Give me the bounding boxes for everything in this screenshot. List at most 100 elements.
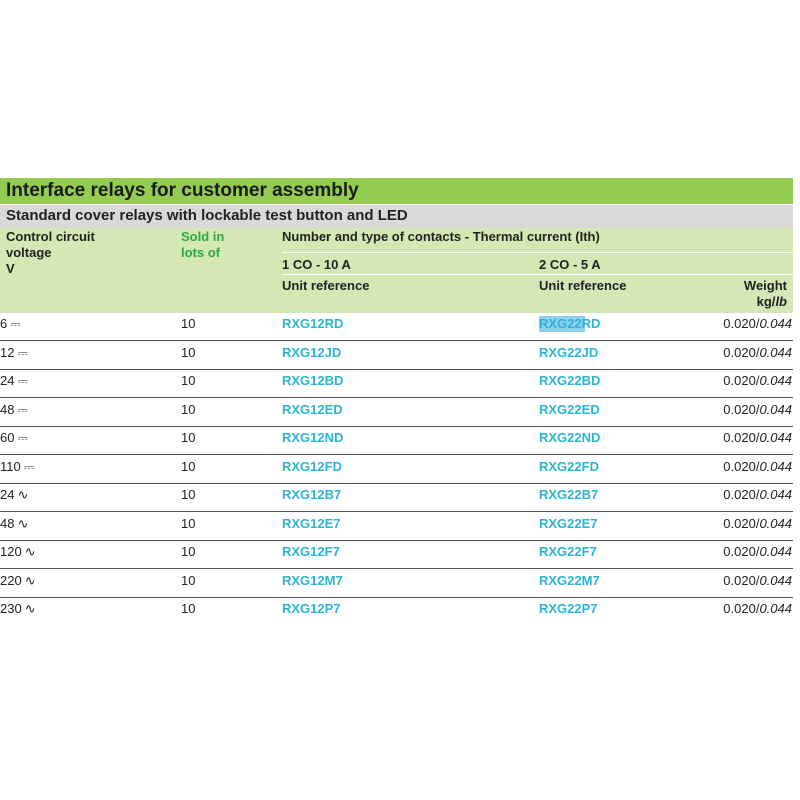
- weight: 0.020/0.044: [723, 345, 792, 361]
- current-type: ⎓: [17, 430, 28, 445]
- voltage: 48 ⎓: [0, 402, 28, 418]
- weight: 0.020/0.044: [723, 316, 792, 332]
- lots: 10: [181, 344, 196, 360]
- weight-kg: 0.020/: [723, 458, 760, 474]
- weight-lb: 0.044: [759, 316, 792, 331]
- weight: 0.020/0.044: [723, 430, 792, 446]
- lots: 10: [181, 373, 196, 388]
- subtitle-bar: [0, 205, 793, 228]
- current-type: ∿: [24, 572, 36, 588]
- voltage-value: 230: [0, 601, 22, 616]
- voltage: 110 ⎓: [0, 459, 34, 475]
- weight-kg: 0.020/: [723, 515, 760, 531]
- voltage: 230 ∿: [0, 601, 36, 617]
- weight: 0.020/0.044: [723, 516, 792, 532]
- voltage: 24 ∿: [0, 487, 28, 503]
- title-bar: [0, 178, 793, 204]
- lots: 10: [181, 515, 196, 531]
- weight-lb: 0.044: [759, 373, 792, 388]
- lots: 10: [181, 401, 196, 417]
- row-rule: [0, 340, 793, 341]
- row-rule: [0, 568, 793, 569]
- weight-lb: 0.044: [759, 515, 792, 531]
- weight-kg: 0.020/: [723, 544, 760, 559]
- col-ref-1: Unit reference: [282, 278, 370, 293]
- col-ref-2: Unit reference: [539, 278, 627, 293]
- row-rule: [0, 482, 793, 484]
- weight-kg: 0.020/: [723, 572, 760, 588]
- unit-reference: RXG22ED: [539, 401, 600, 417]
- current-type: ⎓: [23, 458, 35, 474]
- weight-kg: 0.020/: [723, 316, 760, 331]
- unit-reference: RXG12BD: [282, 373, 344, 388]
- voltage-value: 48: [0, 515, 15, 531]
- unit-reference: RXG22F7: [539, 544, 597, 559]
- voltage: 6 ⎓: [0, 316, 21, 332]
- voltage: 24 ⎓: [0, 373, 28, 389]
- row-rule: [0, 454, 793, 455]
- weight: 0.020/0.044: [723, 601, 792, 617]
- weight: 0.020/0.044: [723, 459, 792, 475]
- unit-reference: RXG22BD: [539, 373, 601, 388]
- unit-reference: RXG12ND: [282, 430, 344, 445]
- unit-reference: RXG12FD: [282, 458, 342, 474]
- header-band: [0, 228, 793, 313]
- voltage-value: 120: [0, 544, 22, 559]
- weight-kg: 0.020/: [723, 487, 760, 502]
- col-contact-2: 2 CO - 5 A: [539, 257, 601, 272]
- lots: 10: [181, 487, 196, 502]
- weight-lb: 0.044: [759, 430, 792, 445]
- col-contact-1: 1 CO - 10 A: [282, 257, 351, 272]
- current-type: ∿: [17, 515, 29, 531]
- subtitle: Standard cover relays with lockable test…: [6, 207, 408, 224]
- unit-reference: RXG22P7: [539, 601, 598, 616]
- unit-reference: RXG22RD: [539, 316, 601, 332]
- weight-lb: 0.044: [759, 458, 792, 474]
- voltage-value: 60: [0, 430, 15, 445]
- current-type: ⎓: [17, 401, 28, 417]
- row-rule: [0, 397, 793, 398]
- unit-reference: RXG22JD: [539, 344, 599, 360]
- unit-reference: RXG22B7: [539, 487, 599, 502]
- unit-reference: RXG22ND: [539, 430, 601, 445]
- unit-reference: RXG22M7: [539, 572, 600, 588]
- col-lots: Sold in lots of: [181, 229, 225, 260]
- unit-reference: RXG12JD: [282, 344, 342, 360]
- weight-kg: 0.020/: [723, 373, 760, 388]
- current-type: ∿: [17, 487, 29, 502]
- col-weight: Weight: [743, 278, 787, 293]
- col-contacts: Number and type of contacts - Thermal cu…: [282, 229, 600, 244]
- unit-reference: RXG22FD: [539, 458, 599, 474]
- voltage-value: 110: [0, 458, 21, 474]
- col-weight-unit: kg/lb: [757, 294, 787, 310]
- voltage-value: 24: [0, 487, 15, 502]
- voltage: 220 ∿: [0, 573, 36, 589]
- col-voltage-unit: V: [6, 261, 15, 276]
- unit-reference: RXG12M7: [282, 572, 343, 588]
- weight: 0.020/0.044: [723, 402, 792, 418]
- current-type: ⎓: [17, 373, 28, 388]
- header-rule: [282, 274, 793, 275]
- current-type: ∿: [24, 601, 36, 616]
- weight-lb: 0.044: [759, 487, 792, 502]
- lots: 10: [181, 458, 196, 474]
- row-rule: [0, 596, 793, 598]
- lots: 10: [181, 544, 196, 559]
- weight-lb: 0.044: [759, 544, 792, 559]
- row-rule: [0, 511, 793, 512]
- voltage-value: 12: [0, 344, 15, 360]
- weight-kg: 0.020/: [723, 430, 760, 445]
- row-rule: [0, 539, 793, 541]
- current-type: ∿: [24, 544, 36, 559]
- weight-lb: 0.044: [759, 344, 792, 360]
- col-voltage: Control circuit voltage: [6, 229, 95, 260]
- weight-lb: 0.044: [759, 572, 792, 588]
- lots: 10: [181, 316, 196, 331]
- lots: 10: [181, 430, 196, 445]
- current-type: ⎓: [17, 344, 28, 360]
- weight-lb: 0.044: [759, 601, 792, 616]
- weight-unit-lb: lb: [775, 294, 787, 309]
- lots: 10: [181, 572, 196, 588]
- unit-reference: RXG12P7: [282, 601, 341, 616]
- title: Interface relays for customer assembly: [6, 180, 359, 201]
